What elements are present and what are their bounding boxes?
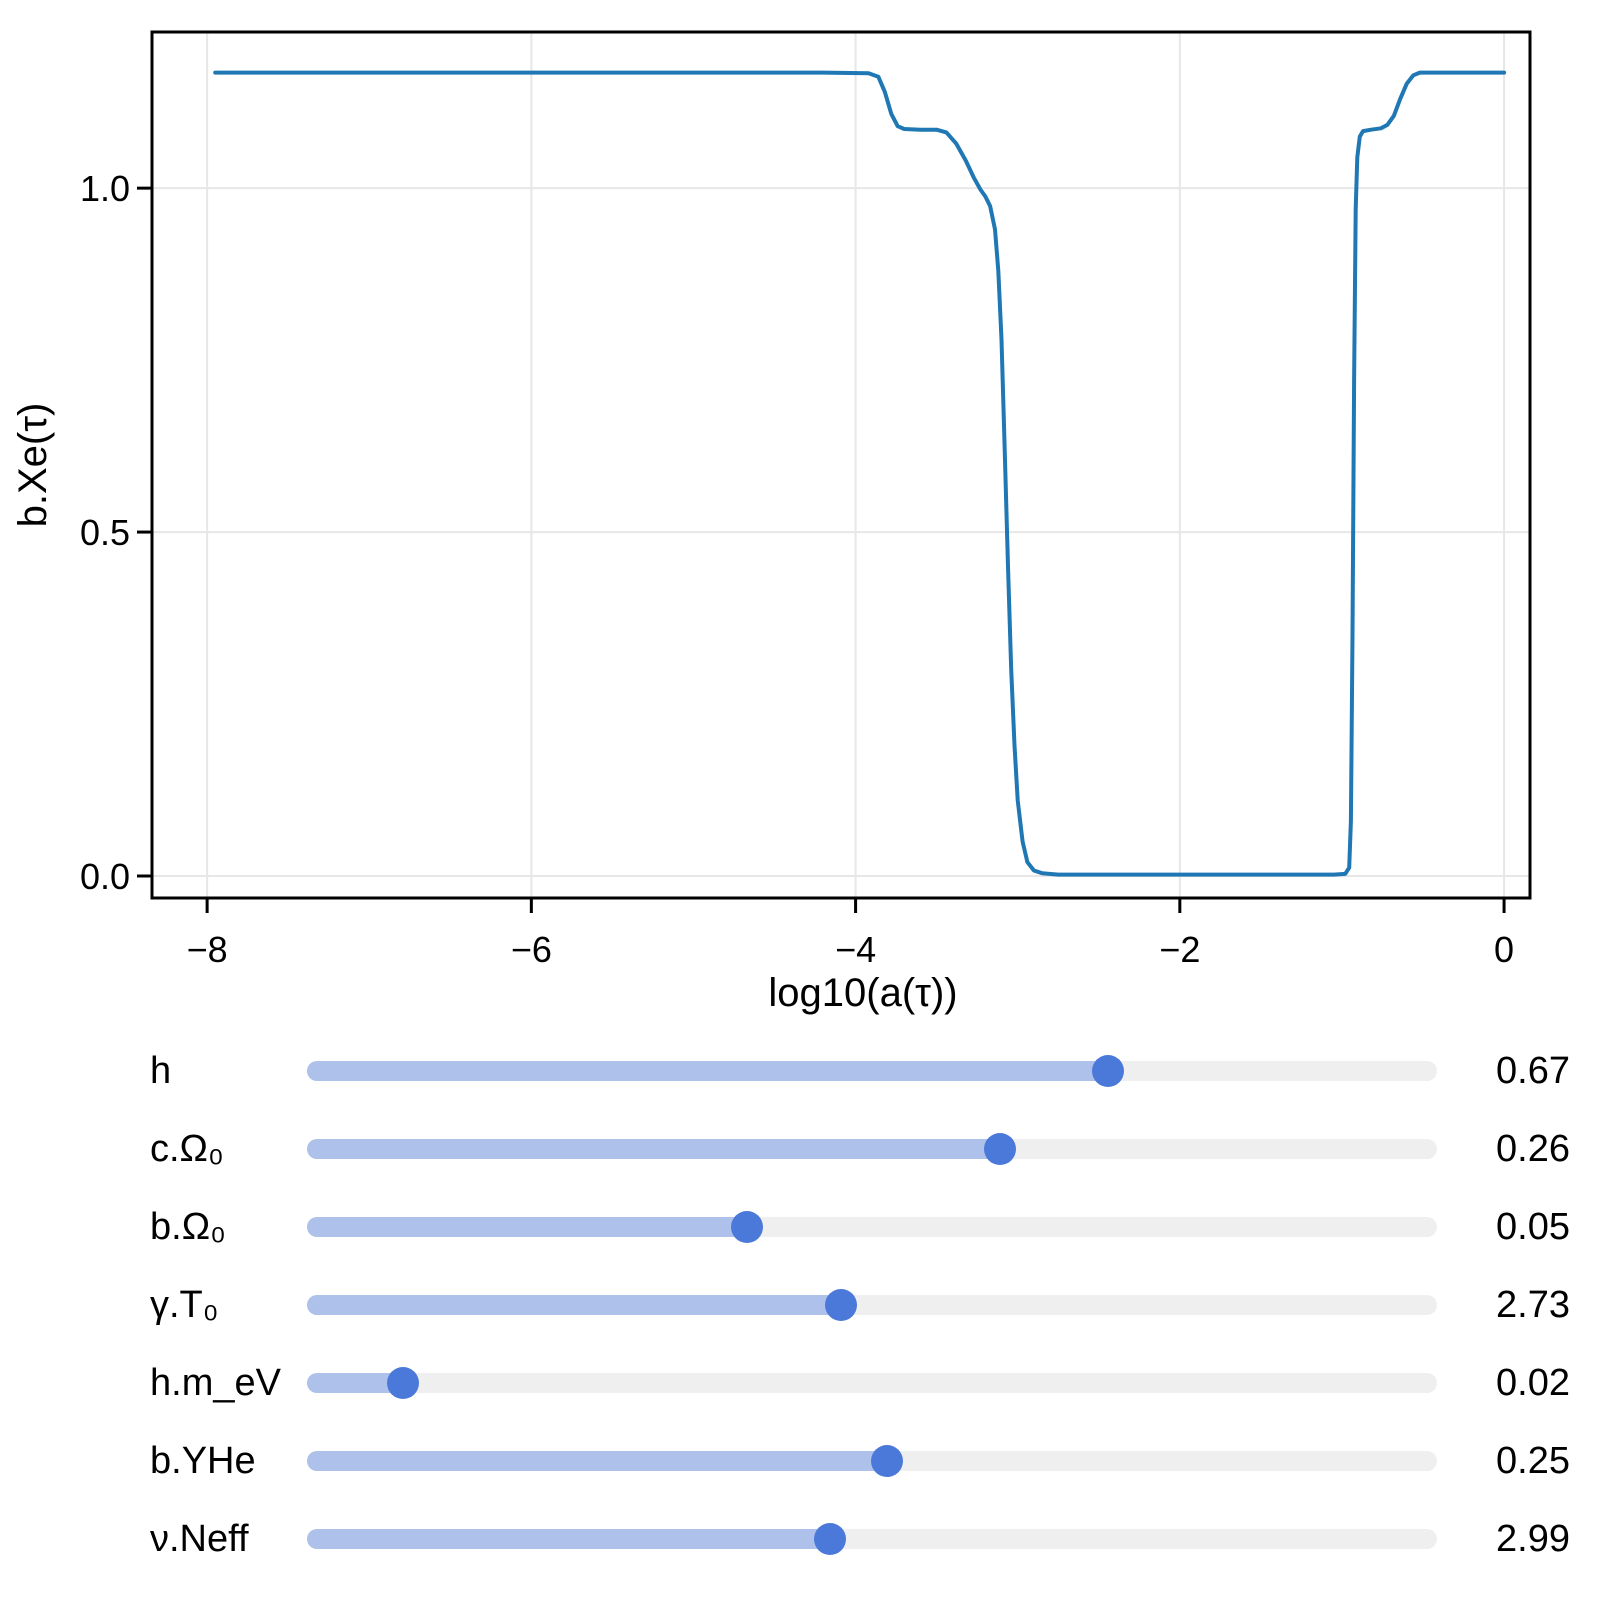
axis-ticks	[137, 186, 1506, 913]
slider-row-2: b.Ω₀ 0.05	[150, 1188, 1570, 1266]
slider-knob[interactable]	[1092, 1055, 1125, 1087]
slider-label: c.Ω₀	[150, 1128, 224, 1170]
x-tick-label: −2	[1159, 929, 1200, 970]
slider-value: 0.67	[1496, 1049, 1570, 1092]
slider-fill	[307, 1529, 831, 1549]
slider-value: 2.73	[1496, 1283, 1570, 1326]
x-axis-label: log10(a(τ))	[768, 971, 957, 1015]
slider-row-0: h 0.67	[150, 1032, 1570, 1110]
x-tick-labels: −8 −6 −4 −2 0	[187, 929, 1514, 970]
x-tick-label: −4	[835, 929, 876, 970]
slider-label: h	[150, 1050, 172, 1092]
slider-fill	[307, 1451, 887, 1471]
slider-row-3: γ.T₀ 2.73	[150, 1266, 1570, 1344]
slider-knob[interactable]	[983, 1133, 1016, 1165]
y-tick-label: 0.0	[80, 856, 130, 897]
slider-track[interactable]	[307, 1055, 1437, 1087]
y-tick-labels: 0.0 0.5 1.0	[80, 168, 130, 897]
x-tick-label: −6	[511, 929, 552, 970]
slider-knob[interactable]	[730, 1211, 763, 1243]
slider-knob[interactable]	[814, 1523, 847, 1555]
slider-value: 0.02	[1496, 1361, 1570, 1404]
slider-knob[interactable]	[825, 1289, 858, 1321]
slider-fill	[307, 1139, 1000, 1159]
slider-row-4: h.m_eV 0.02	[150, 1344, 1570, 1422]
y-tick-label: 0.5	[80, 512, 130, 553]
slider-row-5: b.YHe 0.25	[150, 1422, 1570, 1500]
slider-track[interactable]	[307, 1289, 1437, 1321]
slider-track[interactable]	[307, 1211, 1437, 1243]
slider-value: 0.26	[1496, 1127, 1570, 1170]
slider-value: 0.05	[1496, 1205, 1570, 1248]
slider-label: h.m_eV	[150, 1362, 281, 1404]
slider-label: b.YHe	[150, 1440, 256, 1482]
x-tick-label: 0	[1494, 929, 1514, 970]
slider-track[interactable]	[307, 1367, 1437, 1399]
slider-row-6: ν.Neff 2.99	[150, 1500, 1570, 1578]
slider-label: ν.Neff	[150, 1518, 249, 1560]
slider-value: 2.99	[1496, 1517, 1570, 1560]
slider-label: γ.T₀	[150, 1284, 219, 1326]
slider-label: b.Ω₀	[150, 1206, 226, 1248]
slider-track[interactable]	[307, 1523, 1437, 1555]
plot-frame	[150, 30, 1532, 900]
slider-value: 0.25	[1496, 1439, 1570, 1482]
slider-fill	[307, 1373, 404, 1393]
y-tick-label: 1.0	[80, 168, 130, 209]
grid-lines	[153, 33, 1529, 897]
slider-fill	[307, 1217, 747, 1237]
parameter-sliders: h 0.67 c.Ω₀ 0.26 b.Ω₀ 0.05 γ.T₀ 2.73 h.m_eV 0.02 b…	[0, 1032, 1600, 1578]
y-axis-label: b.Xe(τ)	[11, 403, 55, 528]
slider-knob[interactable]	[870, 1445, 903, 1477]
slider-track[interactable]	[307, 1133, 1437, 1165]
slider-track[interactable]	[307, 1445, 1437, 1477]
slider-fill	[307, 1061, 1109, 1081]
x-tick-label: −8	[187, 929, 228, 970]
slider-fill	[307, 1295, 842, 1315]
xe-line-chart: −8 −6 −4 −2 0 0.0 0.5 1.0 log10(a(τ)) b.Xe(τ)	[11, 30, 1532, 1015]
xe-curve	[213, 70, 1507, 877]
slider-row-1: c.Ω₀ 0.26	[150, 1110, 1570, 1188]
slider-knob[interactable]	[387, 1367, 420, 1399]
